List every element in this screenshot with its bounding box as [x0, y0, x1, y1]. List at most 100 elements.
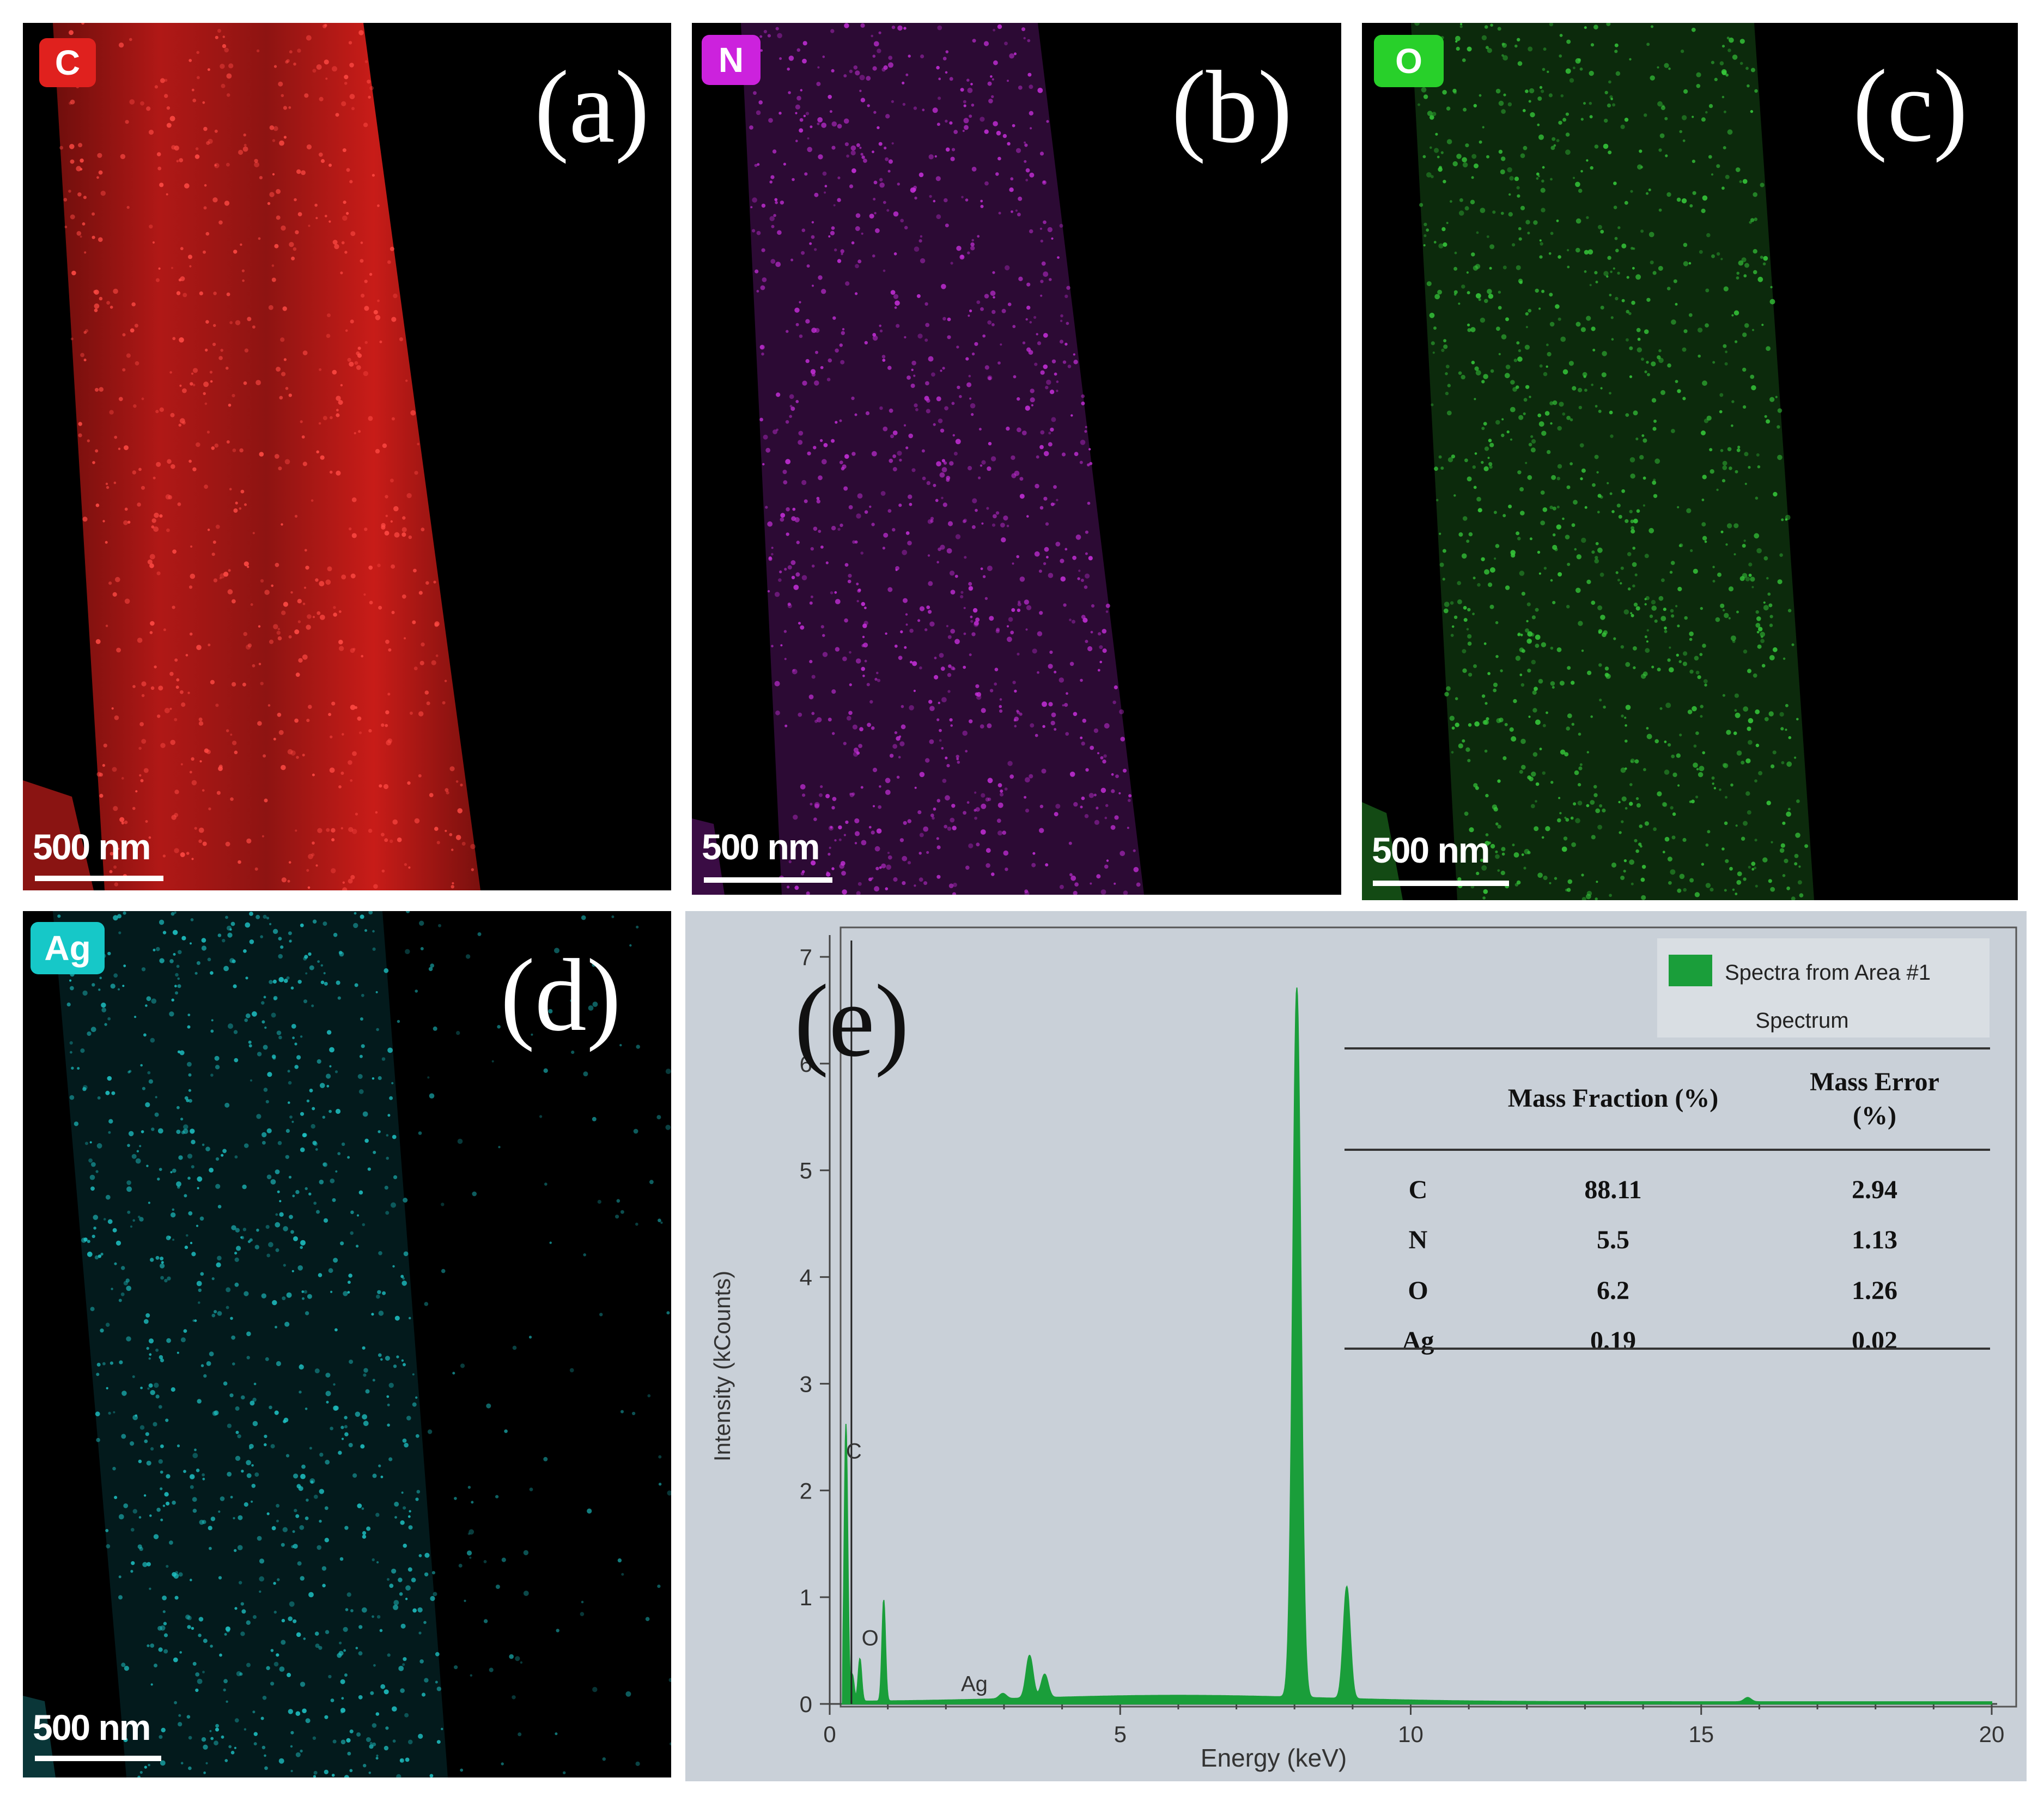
map-speckle [312, 773, 315, 776]
map-speckle [1500, 870, 1505, 876]
map-speckle [1434, 148, 1439, 153]
map-speckle [304, 955, 308, 959]
map-speckle [232, 682, 236, 687]
map-speckle [898, 656, 903, 660]
map-speckle [1781, 761, 1785, 765]
map-speckle [846, 154, 849, 158]
map-speckle [76, 166, 82, 172]
map-speckle [297, 599, 302, 604]
map-speckle [340, 1739, 346, 1745]
map-speckle [332, 66, 337, 72]
map-speckle [405, 1757, 410, 1762]
map-speckle [755, 269, 759, 274]
map-speckle [181, 936, 186, 941]
map-speckle [169, 671, 174, 676]
map-speckle [951, 402, 955, 405]
map-speckle [970, 242, 975, 247]
map-speckle [509, 1654, 514, 1659]
map-speckle [1644, 554, 1649, 559]
map-speckle [1708, 104, 1713, 108]
map-speckle [1729, 466, 1732, 470]
map-speckle [402, 594, 406, 599]
map-speckle [342, 881, 345, 884]
map-speckle [962, 130, 965, 132]
map-speckle [1736, 880, 1742, 885]
map-speckle [1591, 326, 1596, 331]
map-speckle [810, 547, 814, 551]
map-speckle [1623, 870, 1626, 873]
map-speckle [523, 1591, 529, 1596]
map-speckle [226, 73, 232, 79]
map-speckle [1578, 621, 1583, 626]
map-speckle [823, 443, 828, 447]
map-speckle [300, 1035, 303, 1038]
map-speckle [121, 1391, 127, 1396]
map-speckle [1426, 172, 1432, 178]
map-speckle [941, 496, 944, 500]
map-speckle [1489, 567, 1495, 573]
map-speckle [142, 1562, 148, 1567]
map-speckle [381, 1057, 386, 1061]
map-speckle [1493, 688, 1497, 693]
map-speckle [974, 342, 978, 346]
map-speckle [971, 525, 976, 529]
map-speckle [1552, 506, 1556, 511]
map-speckle [941, 284, 946, 289]
map-speckle [339, 1557, 344, 1561]
map-speckle [1457, 581, 1461, 585]
map-speckle [1474, 163, 1479, 168]
map-speckle [1525, 385, 1530, 389]
map-speckle [1586, 751, 1589, 754]
map-speckle [847, 579, 851, 584]
map-speckle [1699, 250, 1703, 254]
map-speckle [293, 1544, 298, 1549]
map-speckle [125, 120, 129, 124]
peak-annotation: O [862, 1626, 879, 1650]
map-speckle [1502, 756, 1507, 760]
map-speckle [1763, 605, 1769, 611]
map-speckle [363, 1373, 367, 1377]
map-speckle [160, 78, 165, 83]
map-speckle [241, 1395, 245, 1400]
map-speckle [187, 1061, 192, 1067]
map-speckle [197, 1187, 199, 1190]
map-speckle [1630, 612, 1633, 615]
map-speckle [1595, 281, 1598, 284]
map-speckle [1471, 154, 1477, 159]
map-speckle [864, 341, 868, 345]
map-speckle [1054, 372, 1057, 376]
map-speckle [263, 1045, 268, 1050]
map-speckle [1745, 758, 1751, 763]
map-speckle [792, 669, 798, 675]
map-speckle [126, 353, 131, 358]
map-speckle [289, 242, 294, 247]
map-speckle [1722, 694, 1725, 697]
map-speckle [818, 154, 823, 160]
map-speckle [1586, 216, 1589, 219]
map-speckle [1502, 265, 1507, 270]
map-speckle [1464, 811, 1469, 816]
map-speckle [950, 817, 955, 823]
map-speckle [461, 841, 466, 846]
map-speckle [1462, 162, 1468, 168]
map-speckle [361, 1044, 365, 1048]
map-speckle [810, 803, 813, 806]
map-speckle [963, 104, 966, 107]
map-speckle [99, 387, 104, 392]
map-speckle [1080, 579, 1084, 582]
map-speckle [351, 107, 355, 111]
map-speckle [491, 1060, 494, 1063]
map-speckle [305, 1187, 308, 1190]
map-speckle [1459, 198, 1463, 202]
map-speckle [777, 33, 782, 39]
map-speckle [953, 130, 958, 135]
map-speckle [1039, 445, 1044, 450]
map-speckle [1498, 100, 1504, 106]
map-speckle [1624, 201, 1628, 205]
map-speckle [1610, 98, 1613, 100]
map-speckle [1581, 468, 1586, 473]
map-speckle [226, 440, 230, 444]
map-speckle [1453, 90, 1457, 94]
map-speckle [160, 1518, 163, 1521]
map-speckle [1458, 532, 1463, 537]
